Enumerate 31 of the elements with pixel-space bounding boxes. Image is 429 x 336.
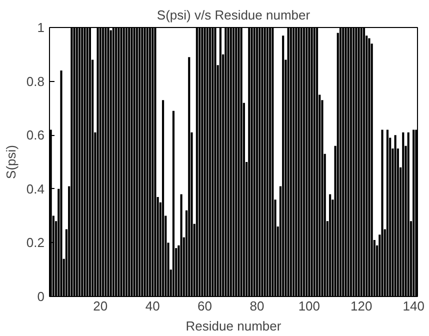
bar [329,194,332,296]
x-tick-label: 20 [93,298,108,314]
y-tick-label: 0.4 [26,181,45,196]
bar [368,38,370,296]
bar [180,194,182,296]
bar [394,135,396,296]
x-axis-title: Residue number [186,318,282,334]
bar [172,110,175,296]
bar [188,57,190,296]
bar [402,132,404,296]
x-tick-label: 140 [402,298,424,314]
bar [162,100,164,296]
bar [381,130,384,296]
x-tick-label: 60 [198,298,212,314]
bar [282,36,284,296]
y-axis-title: S(psi) [3,145,18,179]
y-tick-label: 0.6 [26,128,45,143]
x-tick-label: 100 [298,298,320,314]
bar [110,30,112,296]
x-tick-label: 40 [145,298,160,314]
bar [407,132,410,296]
bar [412,130,415,296]
y-tick-label: 0 [37,289,45,304]
x-tick-label: 80 [250,298,264,314]
chart-title: S(psi) v/s Residue number [156,8,311,22]
bar [386,130,389,296]
bar [60,70,62,296]
x-tick-label: 120 [350,298,372,314]
y-tick-label: 0.2 [26,235,45,250]
y-tick-label: 0.8 [26,74,45,89]
y-tick-label: 1 [37,20,45,35]
